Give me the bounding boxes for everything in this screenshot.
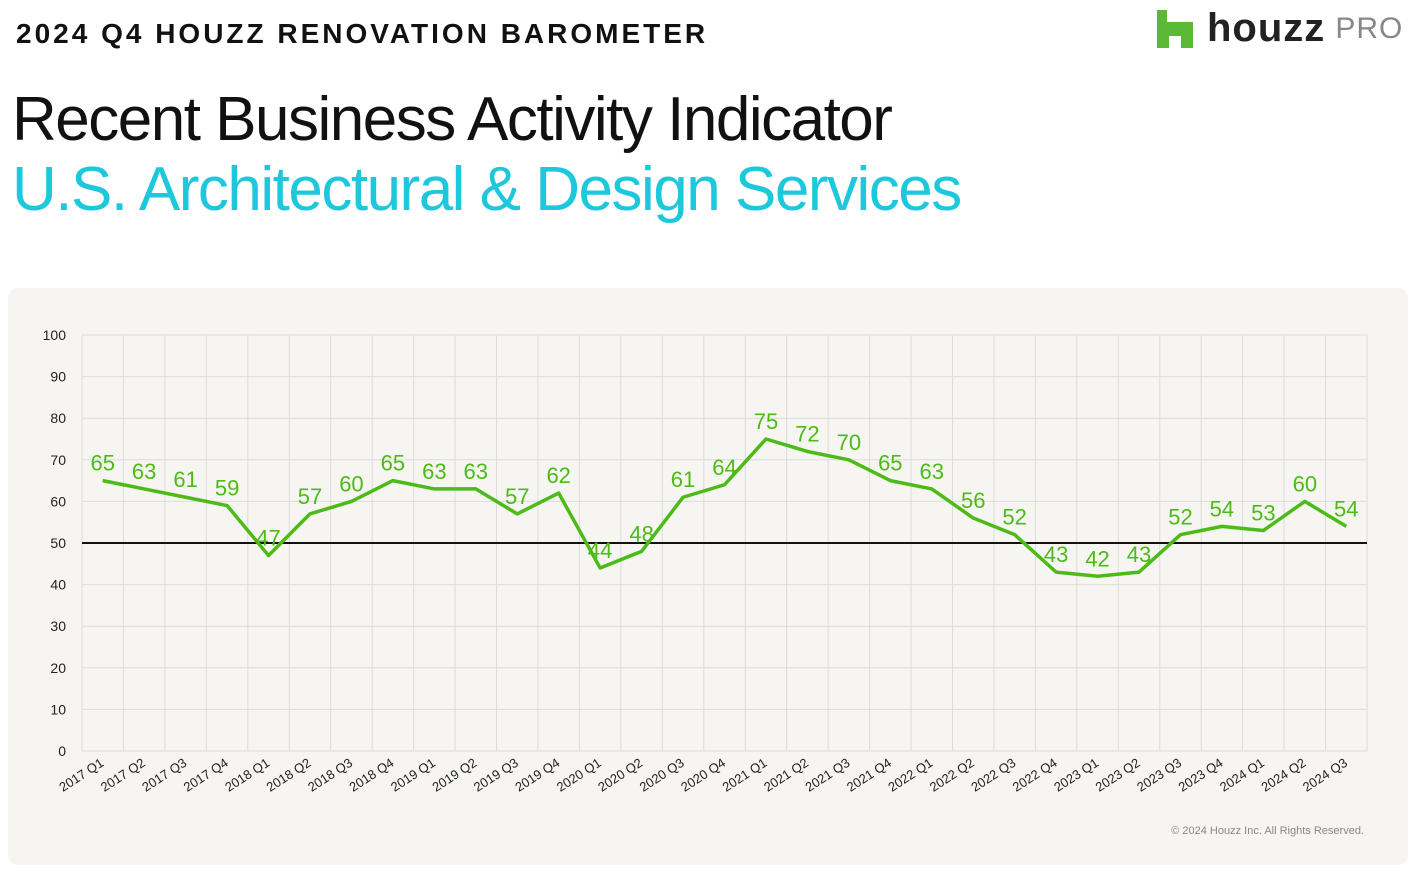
x-tick-label: 2021 Q3 bbox=[802, 755, 852, 795]
data-label: 52 bbox=[1002, 505, 1026, 530]
houzz-pro-logo: houzz PRO bbox=[1157, 6, 1403, 51]
x-tick-label: 2017 Q2 bbox=[98, 755, 148, 795]
x-tick-label: 2019 Q4 bbox=[512, 755, 562, 795]
logo-pro: PRO bbox=[1335, 11, 1404, 45]
data-label: 64 bbox=[712, 455, 736, 480]
y-tick-label: 20 bbox=[50, 660, 66, 676]
data-label: 65 bbox=[90, 451, 114, 476]
y-tick-label: 0 bbox=[58, 743, 66, 759]
x-tick-label: 2017 Q1 bbox=[56, 755, 106, 795]
page-title: Recent Business Activity Indicator bbox=[12, 85, 893, 154]
x-tick-label: 2019 Q3 bbox=[471, 755, 521, 795]
y-tick-label: 30 bbox=[50, 618, 66, 634]
x-tick-label: 2018 Q4 bbox=[347, 755, 397, 795]
x-tick-label: 2024 Q2 bbox=[1258, 755, 1308, 795]
x-tick-label: 2022 Q4 bbox=[1010, 755, 1060, 795]
x-tick-label: 2018 Q2 bbox=[264, 755, 314, 795]
data-label: 52 bbox=[1168, 505, 1192, 530]
data-label: 63 bbox=[464, 459, 488, 484]
data-label: 57 bbox=[298, 484, 322, 509]
data-label: 62 bbox=[546, 463, 570, 488]
x-tick-label: 2017 Q3 bbox=[139, 755, 189, 795]
data-label: 70 bbox=[837, 430, 861, 455]
data-label: 57 bbox=[505, 484, 529, 509]
data-label: 47 bbox=[256, 525, 280, 550]
data-label: 63 bbox=[920, 459, 944, 484]
x-tick-label: 2022 Q1 bbox=[885, 755, 935, 795]
data-label: 59 bbox=[215, 476, 239, 501]
y-tick-label: 70 bbox=[50, 452, 66, 468]
x-tick-label: 2018 Q1 bbox=[222, 755, 272, 795]
data-label: 53 bbox=[1251, 501, 1275, 526]
x-tick-label: 2023 Q4 bbox=[1176, 755, 1226, 795]
data-label: 75 bbox=[754, 409, 778, 434]
x-tick-label: 2022 Q2 bbox=[927, 755, 977, 795]
x-tick-label: 2022 Q3 bbox=[968, 755, 1018, 795]
copyright: © 2024 Houzz Inc. All Rights Reserved. bbox=[1171, 825, 1364, 837]
x-tick-label: 2023 Q2 bbox=[1093, 755, 1143, 795]
house-icon bbox=[1157, 9, 1193, 48]
x-tick-label: 2019 Q1 bbox=[388, 755, 438, 795]
x-tick-label: 2020 Q1 bbox=[554, 755, 604, 795]
y-tick-label: 60 bbox=[50, 493, 66, 509]
y-tick-label: 50 bbox=[50, 535, 66, 551]
report-kicker: 2024 Q4 HOUZZ RENOVATION BAROMETER bbox=[16, 18, 709, 49]
x-tick-label: 2023 Q1 bbox=[1051, 755, 1101, 795]
y-tick-label: 100 bbox=[43, 327, 67, 343]
data-label: 60 bbox=[1293, 471, 1317, 496]
y-tick-label: 10 bbox=[50, 701, 66, 717]
x-tick-label: 2020 Q4 bbox=[678, 755, 728, 795]
y-tick-label: 80 bbox=[50, 410, 66, 426]
data-label: 65 bbox=[878, 451, 902, 476]
data-label: 43 bbox=[1127, 542, 1151, 567]
data-label: 56 bbox=[961, 488, 985, 513]
x-tick-label: 2017 Q4 bbox=[181, 755, 231, 795]
data-label: 63 bbox=[132, 459, 156, 484]
data-label: 61 bbox=[671, 467, 695, 492]
y-tick-label: 90 bbox=[50, 369, 66, 385]
x-tick-label: 2024 Q1 bbox=[1217, 755, 1267, 795]
data-label: 72 bbox=[795, 421, 819, 446]
x-tick-label: 2023 Q3 bbox=[1134, 755, 1184, 795]
x-tick-label: 2020 Q2 bbox=[595, 755, 645, 795]
data-label: 44 bbox=[588, 538, 612, 563]
data-label: 43 bbox=[1044, 542, 1068, 567]
chart-panel bbox=[8, 288, 1408, 865]
data-label: 54 bbox=[1210, 496, 1234, 521]
data-label: 54 bbox=[1334, 496, 1358, 521]
x-tick-label: 2021 Q4 bbox=[844, 755, 894, 795]
y-tick-label: 40 bbox=[50, 577, 66, 593]
x-tick-label: 2018 Q3 bbox=[305, 755, 355, 795]
data-label: 61 bbox=[173, 467, 197, 492]
data-label: 42 bbox=[1085, 546, 1109, 571]
data-label: 48 bbox=[629, 521, 653, 546]
data-label: 65 bbox=[381, 451, 405, 476]
x-tick-label: 2021 Q1 bbox=[720, 755, 770, 795]
data-label: 60 bbox=[339, 471, 363, 496]
x-tick-label: 2020 Q3 bbox=[637, 755, 687, 795]
x-tick-label: 2021 Q2 bbox=[761, 755, 811, 795]
data-label: 63 bbox=[422, 459, 446, 484]
page-subtitle: U.S. Architectural & Design Services bbox=[12, 155, 962, 224]
x-tick-label: 2019 Q2 bbox=[429, 755, 479, 795]
x-tick-label: 2024 Q3 bbox=[1300, 755, 1350, 795]
logo-word: houzz bbox=[1207, 6, 1326, 50]
series-line bbox=[102, 437, 1348, 579]
